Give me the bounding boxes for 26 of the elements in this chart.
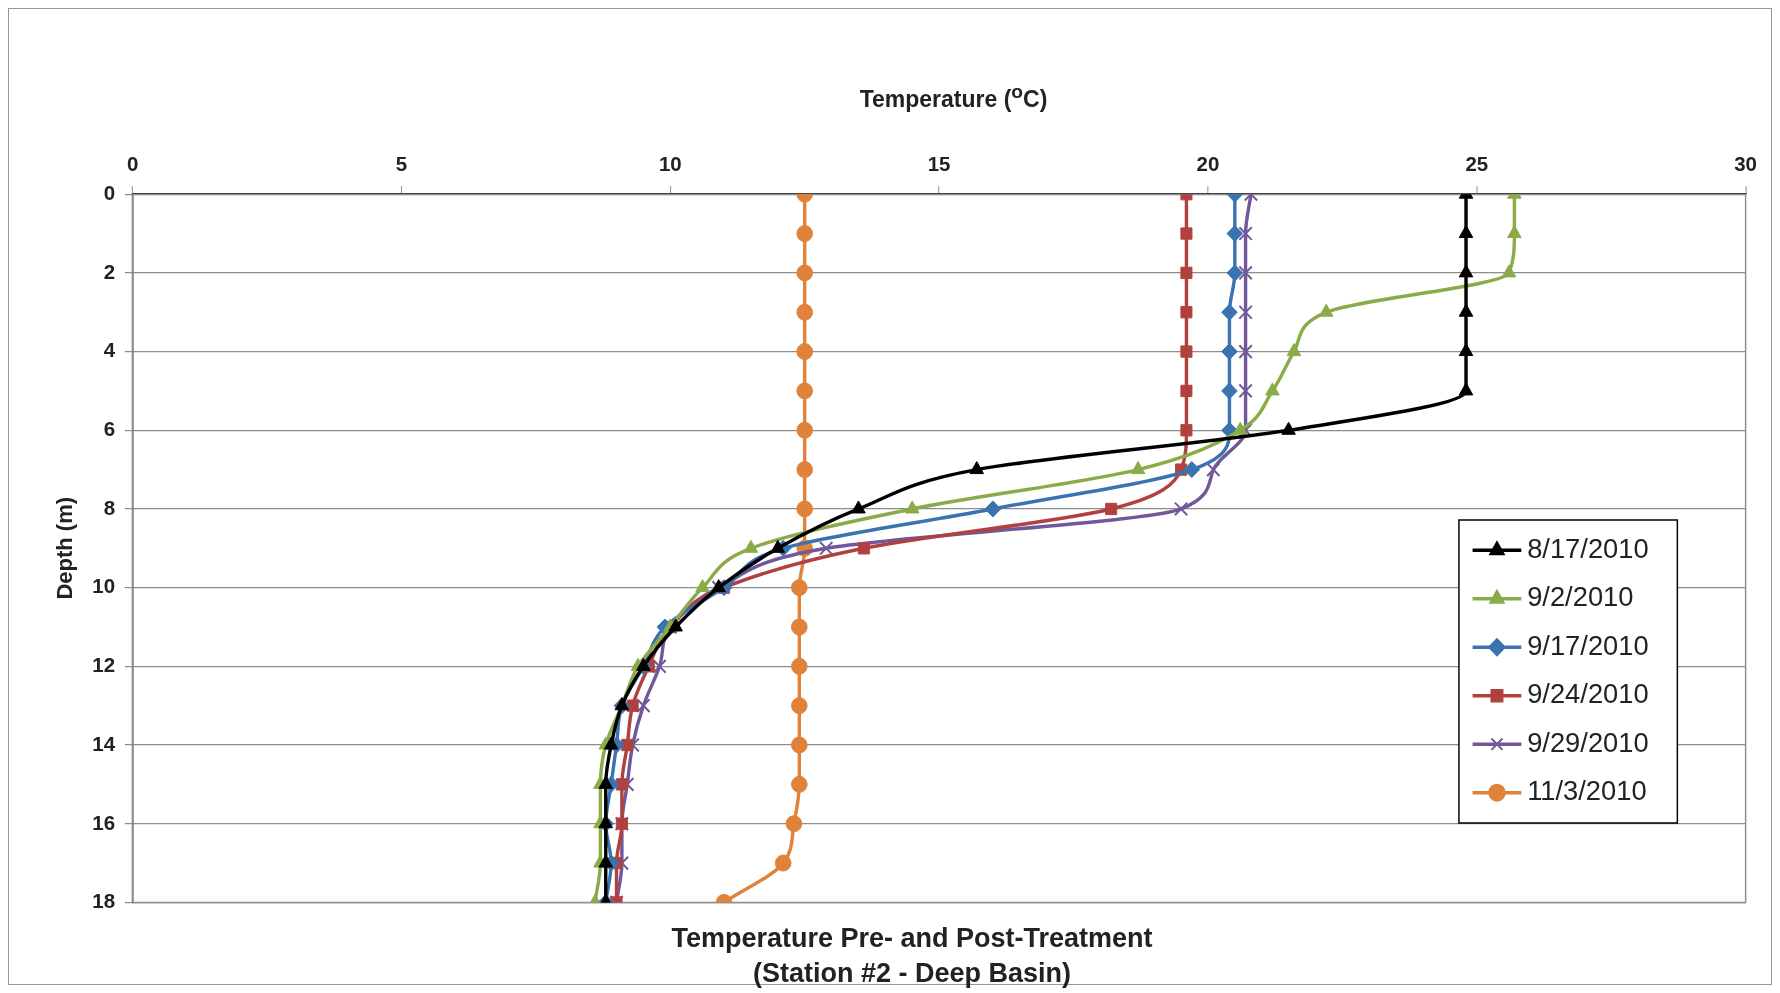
x-tick-label: 20 <box>1196 152 1220 176</box>
y-tick-label: 0 <box>103 180 116 205</box>
legend-label: 8/17/2010 <box>1527 532 1649 565</box>
y-tick-label: 8 <box>103 495 116 519</box>
legend-label: 9/17/2010 <box>1527 629 1649 662</box>
y-tick-label: 12 <box>92 652 116 677</box>
x-axis-title: Temperature ($^{o}$C) <box>858 81 1049 113</box>
legend-label: 9/24/2010 <box>1527 678 1649 710</box>
x-tick-label: 15 <box>927 152 951 176</box>
x-tick-label: 25 <box>1465 152 1489 176</box>
y-tick-label: 4 <box>103 338 116 362</box>
y-tick-label: 14 <box>92 731 116 755</box>
legend-label: 9/29/2010 <box>1527 726 1649 759</box>
y-tick-label: 18 <box>92 888 116 913</box>
x-tick-label: 30 <box>1734 152 1757 176</box>
x-tick-label: 10 <box>658 152 682 176</box>
y-axis-title: Depth (m) <box>51 496 77 600</box>
text: Temperature Pre- and Post-Treatment (Station #2 - Deep Basin) <box>670 922 1154 990</box>
x-tick-label: 0 <box>126 152 139 176</box>
y-tick-label: 6 <box>103 416 116 441</box>
y-tick-label: 16 <box>92 810 116 834</box>
legend-label: 11/3/2010 <box>1527 775 1647 807</box>
legend-label: 9/2/2010 <box>1527 581 1634 613</box>
y-tick-label: 10 <box>92 574 116 598</box>
y-tick-label: 2 <box>103 259 116 283</box>
x-tick-label: 5 <box>395 152 408 176</box>
